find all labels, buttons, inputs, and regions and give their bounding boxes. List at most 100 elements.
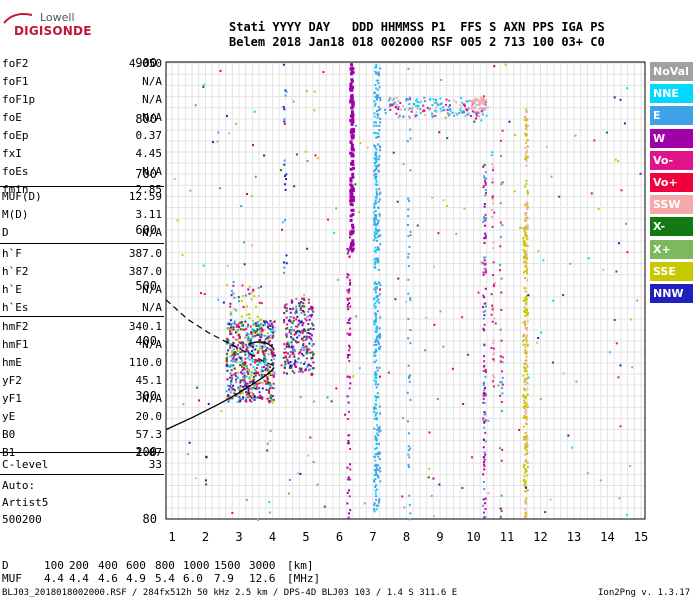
echo-point — [526, 205, 529, 208]
echo-point — [227, 321, 230, 324]
echo-point — [354, 183, 357, 186]
echo-point — [207, 402, 210, 405]
echo-point — [349, 509, 352, 512]
param-value: N/A — [142, 226, 162, 239]
echo-point — [451, 367, 454, 370]
echo-point — [349, 246, 353, 250]
param-value: 12.59 — [128, 190, 162, 203]
logo-digisonde: DIGISONDE — [14, 24, 92, 38]
echo-point — [243, 379, 246, 382]
echo-point — [442, 106, 445, 109]
echo-point — [273, 371, 276, 374]
echo-point — [375, 484, 378, 487]
echo-point — [523, 484, 526, 487]
echo-point — [237, 387, 240, 390]
echo-point — [483, 302, 486, 305]
echo-point — [463, 105, 466, 108]
echo-point — [263, 321, 266, 324]
echo-point — [377, 235, 380, 238]
echo-point — [238, 300, 241, 303]
echo-point — [240, 327, 243, 330]
echo-point — [283, 351, 286, 354]
echo-point — [428, 467, 431, 470]
echo-point — [484, 256, 487, 259]
echo-point — [251, 381, 254, 384]
echo-point — [242, 323, 245, 326]
echo-point — [238, 356, 241, 359]
echo-point — [525, 436, 528, 439]
echo-point — [552, 299, 555, 302]
echo-point — [617, 376, 620, 379]
echo-point — [262, 320, 265, 323]
echo-point — [260, 333, 263, 336]
echo-point — [264, 369, 267, 372]
echo-point — [268, 381, 271, 384]
param-value: N/A — [142, 301, 162, 314]
echo-point — [271, 373, 274, 376]
echo-point — [415, 114, 418, 117]
param-name: h`Es — [2, 301, 29, 314]
echo-point — [249, 399, 252, 402]
echo-point — [375, 66, 378, 69]
echo-point — [202, 83, 205, 86]
echo-point — [348, 279, 351, 282]
echo-point — [304, 361, 307, 364]
echo-point — [524, 314, 527, 317]
echo-point — [526, 311, 529, 314]
echo-point — [283, 371, 286, 374]
echo-point — [346, 305, 349, 308]
echo-point — [375, 300, 378, 303]
echo-point — [257, 363, 260, 366]
echo-point — [619, 364, 622, 367]
echo-point — [250, 342, 253, 345]
panel-separator — [0, 186, 164, 187]
echo-point — [526, 365, 529, 368]
echo-point — [256, 360, 259, 363]
echo-point — [377, 71, 380, 74]
echo-point — [500, 510, 503, 513]
echo-point — [346, 321, 349, 324]
echo-point — [294, 311, 297, 314]
echo-point — [484, 305, 487, 308]
echo-point — [394, 101, 397, 104]
echo-point — [245, 498, 248, 501]
echo-point — [375, 463, 378, 466]
echo-point — [284, 355, 287, 358]
echo-point — [350, 93, 354, 97]
echo-point — [297, 323, 300, 326]
echo-point — [374, 201, 377, 204]
echo-point — [524, 276, 527, 279]
echo-point — [522, 394, 525, 397]
echo-point — [230, 294, 233, 297]
echo-point — [562, 372, 565, 375]
echo-point — [230, 324, 233, 327]
echo-point — [266, 397, 269, 400]
echo-point — [490, 154, 493, 157]
echo-point — [525, 370, 528, 373]
echo-point — [375, 366, 378, 369]
echo-point — [525, 444, 528, 447]
echo-point — [229, 302, 232, 305]
echo-point — [346, 252, 349, 255]
echo-point — [523, 115, 526, 118]
echo-point — [301, 297, 304, 300]
echo-point — [482, 473, 485, 476]
echo-point — [430, 112, 433, 115]
echo-point — [522, 480, 525, 483]
echo-point — [474, 98, 477, 101]
echo-point — [310, 334, 313, 337]
param-name: fxI — [2, 147, 22, 160]
echo-point — [376, 259, 379, 262]
echo-point — [307, 369, 310, 372]
echo-point — [251, 244, 254, 247]
echo-point — [245, 343, 248, 346]
echo-point — [466, 108, 469, 111]
echo-point — [492, 285, 495, 288]
echo-point — [349, 140, 353, 144]
echo-point — [271, 330, 274, 333]
echo-point — [239, 342, 242, 345]
echo-point — [481, 109, 484, 112]
echo-point — [523, 321, 526, 324]
echo-point — [253, 354, 256, 357]
echo-point — [295, 311, 298, 314]
